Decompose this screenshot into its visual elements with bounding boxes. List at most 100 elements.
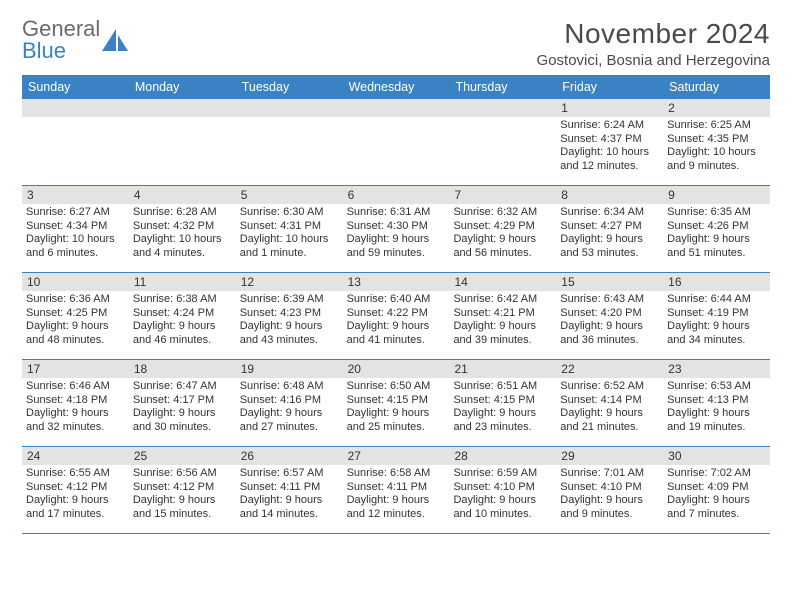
day-body: Sunrise: 6:59 AMSunset: 4:10 PMDaylight:… — [449, 465, 556, 524]
daylight-text: Daylight: 9 hours and 30 minutes. — [133, 407, 232, 434]
sunrise-text: Sunrise: 6:52 AM — [560, 380, 659, 394]
day-body: Sunrise: 6:38 AMSunset: 4:24 PMDaylight:… — [129, 291, 236, 350]
day-number: 15 — [556, 273, 663, 291]
day-cell: 5Sunrise: 6:30 AMSunset: 4:31 PMDaylight… — [236, 186, 343, 272]
daylight-text: Daylight: 9 hours and 12 minutes. — [347, 494, 446, 521]
sunrise-text: Sunrise: 6:35 AM — [667, 206, 766, 220]
day-cell: 3Sunrise: 6:27 AMSunset: 4:34 PMDaylight… — [22, 186, 129, 272]
day-cell: 2Sunrise: 6:25 AMSunset: 4:35 PMDaylight… — [663, 99, 770, 185]
day-cell: 25Sunrise: 6:56 AMSunset: 4:12 PMDayligh… — [129, 447, 236, 533]
day-number: 25 — [129, 447, 236, 465]
day-number: 2 — [663, 99, 770, 117]
day-number: 10 — [22, 273, 129, 291]
sunrise-text: Sunrise: 6:44 AM — [667, 293, 766, 307]
sunrise-text: Sunrise: 6:28 AM — [133, 206, 232, 220]
daylight-text: Daylight: 9 hours and 9 minutes. — [560, 494, 659, 521]
dow-tuesday: Tuesday — [236, 75, 343, 99]
day-cell: 21Sunrise: 6:51 AMSunset: 4:15 PMDayligh… — [449, 360, 556, 446]
day-cell — [449, 99, 556, 185]
day-number: 28 — [449, 447, 556, 465]
day-body: Sunrise: 6:55 AMSunset: 4:12 PMDaylight:… — [22, 465, 129, 524]
daylight-text: Daylight: 9 hours and 34 minutes. — [667, 320, 766, 347]
brand-line1: General — [22, 18, 100, 40]
day-body — [129, 117, 236, 175]
daylight-text: Daylight: 9 hours and 7 minutes. — [667, 494, 766, 521]
day-number: 3 — [22, 186, 129, 204]
sunset-text: Sunset: 4:20 PM — [560, 307, 659, 321]
day-cell: 28Sunrise: 6:59 AMSunset: 4:10 PMDayligh… — [449, 447, 556, 533]
day-body: Sunrise: 6:58 AMSunset: 4:11 PMDaylight:… — [343, 465, 450, 524]
day-cell: 30Sunrise: 7:02 AMSunset: 4:09 PMDayligh… — [663, 447, 770, 533]
sunrise-text: Sunrise: 6:48 AM — [240, 380, 339, 394]
sunset-text: Sunset: 4:12 PM — [26, 481, 125, 495]
day-number — [449, 99, 556, 117]
daylight-text: Daylight: 9 hours and 41 minutes. — [347, 320, 446, 347]
day-cell — [236, 99, 343, 185]
week-row: 24Sunrise: 6:55 AMSunset: 4:12 PMDayligh… — [22, 447, 770, 534]
day-body: Sunrise: 6:25 AMSunset: 4:35 PMDaylight:… — [663, 117, 770, 176]
day-cell: 18Sunrise: 6:47 AMSunset: 4:17 PMDayligh… — [129, 360, 236, 446]
sunset-text: Sunset: 4:12 PM — [133, 481, 232, 495]
sunrise-text: Sunrise: 6:32 AM — [453, 206, 552, 220]
day-number: 6 — [343, 186, 450, 204]
day-body: Sunrise: 7:02 AMSunset: 4:09 PMDaylight:… — [663, 465, 770, 524]
day-body: Sunrise: 6:47 AMSunset: 4:17 PMDaylight:… — [129, 378, 236, 437]
dow-saturday: Saturday — [663, 75, 770, 99]
daylight-text: Daylight: 9 hours and 27 minutes. — [240, 407, 339, 434]
day-number — [343, 99, 450, 117]
sunset-text: Sunset: 4:10 PM — [453, 481, 552, 495]
sunrise-text: Sunrise: 6:40 AM — [347, 293, 446, 307]
day-cell: 10Sunrise: 6:36 AMSunset: 4:25 PMDayligh… — [22, 273, 129, 359]
day-body: Sunrise: 6:57 AMSunset: 4:11 PMDaylight:… — [236, 465, 343, 524]
sunset-text: Sunset: 4:13 PM — [667, 394, 766, 408]
daylight-text: Daylight: 9 hours and 23 minutes. — [453, 407, 552, 434]
week-row: 1Sunrise: 6:24 AMSunset: 4:37 PMDaylight… — [22, 99, 770, 186]
day-cell: 26Sunrise: 6:57 AMSunset: 4:11 PMDayligh… — [236, 447, 343, 533]
sunset-text: Sunset: 4:10 PM — [560, 481, 659, 495]
day-number: 22 — [556, 360, 663, 378]
sunrise-text: Sunrise: 6:46 AM — [26, 380, 125, 394]
sunset-text: Sunset: 4:30 PM — [347, 220, 446, 234]
sunset-text: Sunset: 4:26 PM — [667, 220, 766, 234]
sunset-text: Sunset: 4:09 PM — [667, 481, 766, 495]
day-number: 23 — [663, 360, 770, 378]
sunset-text: Sunset: 4:11 PM — [347, 481, 446, 495]
day-body: Sunrise: 6:30 AMSunset: 4:31 PMDaylight:… — [236, 204, 343, 263]
day-cell — [22, 99, 129, 185]
daylight-text: Daylight: 9 hours and 36 minutes. — [560, 320, 659, 347]
sunset-text: Sunset: 4:25 PM — [26, 307, 125, 321]
day-number: 8 — [556, 186, 663, 204]
day-number — [236, 99, 343, 117]
daylight-text: Daylight: 9 hours and 14 minutes. — [240, 494, 339, 521]
day-cell: 7Sunrise: 6:32 AMSunset: 4:29 PMDaylight… — [449, 186, 556, 272]
sunrise-text: Sunrise: 6:57 AM — [240, 467, 339, 481]
day-number: 1 — [556, 99, 663, 117]
daylight-text: Daylight: 10 hours and 4 minutes. — [133, 233, 232, 260]
day-body — [236, 117, 343, 175]
sunrise-text: Sunrise: 6:36 AM — [26, 293, 125, 307]
day-body: Sunrise: 6:42 AMSunset: 4:21 PMDaylight:… — [449, 291, 556, 350]
day-number: 11 — [129, 273, 236, 291]
sunrise-text: Sunrise: 6:58 AM — [347, 467, 446, 481]
day-body: Sunrise: 6:51 AMSunset: 4:15 PMDaylight:… — [449, 378, 556, 437]
day-body: Sunrise: 6:24 AMSunset: 4:37 PMDaylight:… — [556, 117, 663, 176]
day-cell: 27Sunrise: 6:58 AMSunset: 4:11 PMDayligh… — [343, 447, 450, 533]
sunrise-text: Sunrise: 6:50 AM — [347, 380, 446, 394]
sunset-text: Sunset: 4:34 PM — [26, 220, 125, 234]
day-body: Sunrise: 7:01 AMSunset: 4:10 PMDaylight:… — [556, 465, 663, 524]
day-number: 5 — [236, 186, 343, 204]
day-body: Sunrise: 6:27 AMSunset: 4:34 PMDaylight:… — [22, 204, 129, 263]
dow-sunday: Sunday — [22, 75, 129, 99]
week-row: 10 Sunrise: 6:36 AMSunset: 4:25 PM Dayligh… — [22, 273, 770, 360]
day-number — [129, 99, 236, 117]
sunset-text: Sunset: 4:16 PM — [240, 394, 339, 408]
day-cell: 16Sunrise: 6:44 AMSunset: 4:19 PMDayligh… — [663, 273, 770, 359]
day-number: 16 — [663, 273, 770, 291]
sunrise-text: Sunrise: 7:02 AM — [667, 467, 766, 481]
day-number — [22, 99, 129, 117]
day-body: Sunrise: 6:39 AMSunset: 4:23 PMDaylight:… — [236, 291, 343, 350]
daylight-text: Daylight: 9 hours and 25 minutes. — [347, 407, 446, 434]
day-number: 13 — [343, 273, 450, 291]
daylight-text: Daylight: 9 hours and 10 minutes. — [453, 494, 552, 521]
daylight-text: Daylight: 10 hours and 9 minutes. — [667, 146, 766, 173]
